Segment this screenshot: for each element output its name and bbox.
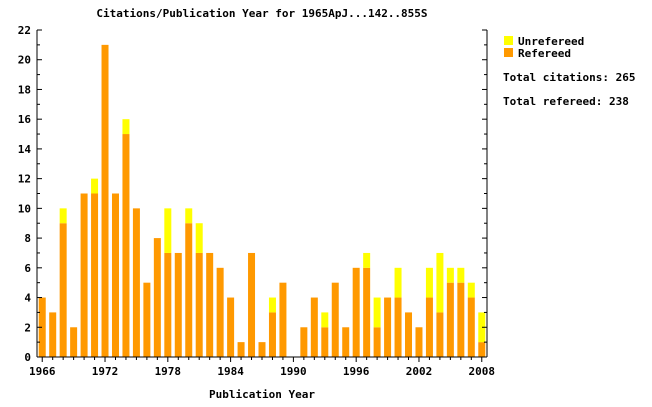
bar-unrefereed-2008	[478, 312, 486, 343]
bar-refereed-1971	[91, 193, 99, 357]
bar-unrefereed-1981	[195, 223, 203, 253]
bar-refereed-1996	[352, 267, 360, 357]
bar-unrefereed-2003	[425, 267, 433, 298]
y-tick-label: 10	[18, 202, 31, 215]
legend-swatch-refereed	[504, 48, 513, 57]
y-tick-label: 6	[24, 262, 31, 275]
bar-unrefereed-1974	[122, 119, 130, 135]
bar-refereed-1975	[132, 208, 140, 357]
x-tick-label: 1966	[29, 365, 56, 378]
y-tick-label: 14	[18, 143, 32, 156]
bar-refereed-2008	[478, 342, 486, 357]
bar-refereed-1995	[342, 327, 350, 357]
y-tick-label: 16	[18, 113, 32, 126]
x-tick-label: 1984	[217, 365, 244, 378]
bar-refereed-1993	[321, 327, 329, 357]
bar-refereed-2006	[457, 282, 465, 357]
bar-unrefereed-1988	[268, 297, 276, 313]
bar-refereed-1985	[237, 342, 245, 357]
x-axis-label: Publication Year	[209, 388, 315, 401]
bar-refereed-1981	[195, 252, 203, 357]
bar-refereed-1972	[101, 44, 109, 357]
bar-refereed-1968	[59, 223, 67, 357]
y-tick-label: 4	[24, 292, 31, 305]
bar-unrefereed-2004	[436, 252, 444, 313]
y-tick-label: 2	[24, 321, 31, 334]
bar-unrefereed-1997	[363, 252, 371, 268]
bar-refereed-1976	[143, 282, 151, 357]
bar-refereed-1988	[268, 312, 276, 357]
bar-refereed-2007	[467, 297, 475, 357]
bar-refereed-1987	[258, 342, 266, 357]
total-refereed: Total refereed: 238	[503, 95, 629, 108]
bar-refereed-2005	[446, 282, 454, 357]
bar-refereed-1998	[373, 327, 381, 357]
bar-unrefereed-2005	[446, 267, 454, 283]
bar-unrefereed-1980	[185, 208, 193, 224]
bar-unrefereed-2006	[457, 267, 465, 283]
bar-refereed-1997	[363, 267, 371, 357]
bar-unrefereed-1998	[373, 297, 381, 328]
bar-refereed-1999	[384, 297, 392, 357]
bar-refereed-1974	[122, 134, 130, 357]
total-citations: Total citations: 265	[503, 71, 635, 84]
bar-refereed-1966	[38, 297, 46, 357]
x-tick-label: 1990	[280, 365, 307, 378]
y-tick-label: 12	[18, 173, 31, 186]
x-tick-label: 2008	[469, 365, 496, 378]
bar-unrefereed-2007	[467, 282, 475, 298]
bar-refereed-1984	[227, 297, 235, 357]
bar-refereed-2000	[394, 297, 402, 357]
bar-unrefereed-2000	[394, 267, 402, 298]
y-tick-label: 0	[24, 351, 31, 364]
legend-swatch-unrefereed	[504, 36, 513, 45]
x-tick-label: 1996	[343, 365, 370, 378]
y-tick-label: 22	[18, 24, 31, 37]
bar-refereed-1983	[216, 267, 224, 357]
y-tick-label: 20	[18, 54, 31, 67]
bar-refereed-1967	[49, 312, 57, 357]
bar-refereed-1994	[331, 282, 339, 357]
bar-refereed-1980	[185, 223, 193, 357]
bar-refereed-2001	[405, 312, 413, 357]
bar-refereed-1970	[80, 193, 88, 357]
bar-refereed-2003	[425, 297, 433, 357]
bar-unrefereed-1968	[59, 208, 67, 224]
bar-refereed-1982	[206, 252, 214, 357]
y-tick-label: 8	[24, 232, 31, 245]
bar-refereed-1991	[300, 327, 308, 357]
x-tick-label: 1978	[155, 365, 182, 378]
bar-unrefereed-1971	[91, 178, 99, 194]
bar-refereed-1978	[164, 252, 172, 357]
plot-area: 0 2 4 6 8 10 12 14 16 18 20 22 1966 1972 1978 1984 1990 1…	[18, 24, 495, 378]
bar-refereed-1989	[279, 282, 287, 357]
bar-refereed-1986	[248, 252, 256, 357]
y-tick-label: 18	[18, 83, 31, 96]
bar-refereed-1979	[174, 252, 182, 357]
x-tick-label: 1972	[92, 365, 119, 378]
bar-refereed-1969	[70, 327, 78, 357]
bar-refereed-2002	[415, 327, 423, 357]
bar-refereed-1977	[153, 238, 161, 357]
legend-label-refereed: Refereed	[518, 47, 571, 60]
legend: Unrefereed Refereed	[504, 35, 584, 60]
x-tick-label: 2002	[406, 365, 433, 378]
bar-refereed-2004	[436, 312, 444, 357]
bar-refereed-1973	[111, 193, 119, 357]
legend-label-unrefereed: Unrefereed	[518, 35, 584, 48]
chart-title: Citations/Publication Year for 1965ApJ..…	[96, 7, 427, 20]
bar-unrefereed-1978	[164, 208, 172, 253]
bar-unrefereed-1993	[321, 312, 329, 328]
bar-refereed-1992	[310, 297, 318, 357]
